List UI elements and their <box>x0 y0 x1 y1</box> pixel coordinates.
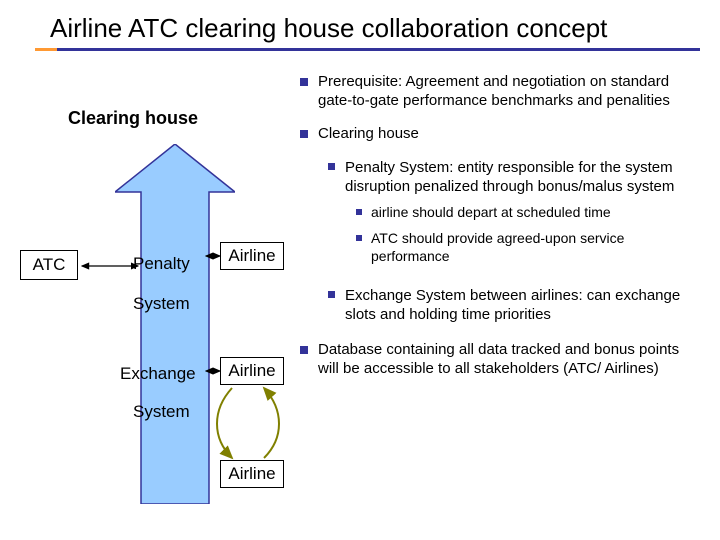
atc-penalty-connector <box>78 258 142 274</box>
bullet-icon <box>356 235 362 241</box>
bullet-icon <box>300 78 308 86</box>
title-bar: Airline ATC clearing house collaboration… <box>50 8 700 48</box>
bullet-exchange-system: Exchange System between airlines: can ex… <box>328 286 704 324</box>
bullet-icon <box>300 130 308 138</box>
airline-exchange-curves <box>210 380 300 470</box>
bullet-atc-provide: ATC should provide agreed-upon service p… <box>356 230 704 266</box>
bullet-text: Penalty System: entity responsible for t… <box>345 158 704 196</box>
exchange-label: Exchange <box>120 364 196 384</box>
airline-box-2-label: Airline <box>228 361 275 381</box>
exchange-airline-connector <box>204 363 224 379</box>
bullet-icon <box>328 291 335 298</box>
diagram-area: Clearing house ATC Penalty System Exchan… <box>20 62 320 532</box>
bullet-clearing-house: Clearing house <box>300 124 704 143</box>
bullet-list: Prerequisite: Agreement and negotiation … <box>300 72 704 392</box>
bullet-icon <box>300 346 308 354</box>
bullet-text: ATC should provide agreed-upon service p… <box>371 230 704 266</box>
airline-box-1: Airline <box>220 242 284 270</box>
bullet-text: Exchange System between airlines: can ex… <box>345 286 704 324</box>
bullet-text: Database containing all data tracked and… <box>318 340 704 378</box>
atc-box: ATC <box>20 250 78 280</box>
title-underline <box>35 48 700 51</box>
atc-box-label: ATC <box>33 255 66 275</box>
system-label-1: System <box>133 294 190 314</box>
system-label-2: System <box>133 402 190 422</box>
bullet-icon <box>356 209 362 215</box>
bullet-text: airline should depart at scheduled time <box>371 204 704 222</box>
bullet-text: Clearing house <box>318 124 704 143</box>
penalty-airline-connector <box>204 248 224 264</box>
bullet-text: Prerequisite: Agreement and negotiation … <box>318 72 704 110</box>
bullet-icon <box>328 163 335 170</box>
clearing-house-label: Clearing house <box>68 108 198 129</box>
bullet-prereq: Prerequisite: Agreement and negotiation … <box>300 72 704 110</box>
page-title: Airline ATC clearing house collaboration… <box>50 13 607 44</box>
bullet-airline-depart: airline should depart at scheduled time <box>356 204 704 222</box>
title-underline-accent <box>35 48 57 51</box>
airline-box-1-label: Airline <box>228 246 275 266</box>
bullet-database: Database containing all data tracked and… <box>300 340 704 378</box>
bullet-penalty-system: Penalty System: entity responsible for t… <box>328 158 704 196</box>
